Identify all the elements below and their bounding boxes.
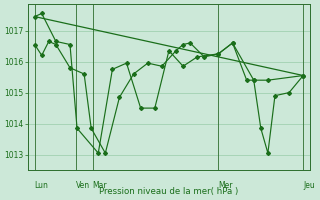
Text: Jeu: Jeu xyxy=(303,181,315,190)
Text: Mar: Mar xyxy=(92,181,107,190)
Text: Mer: Mer xyxy=(219,181,233,190)
X-axis label: Pression niveau de la mer( hPa ): Pression niveau de la mer( hPa ) xyxy=(99,187,238,196)
Text: Ven: Ven xyxy=(76,181,90,190)
Text: Lun: Lun xyxy=(35,181,49,190)
